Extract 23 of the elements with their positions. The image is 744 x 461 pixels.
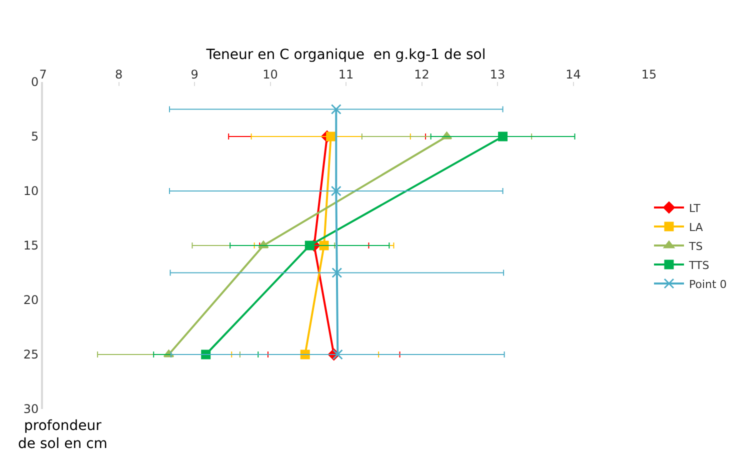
y-tick-label: 15 <box>23 238 39 253</box>
x-tick-label: 9 <box>190 68 198 82</box>
y-tick-label: 20 <box>23 293 39 308</box>
x-tick-label: 7 <box>39 68 47 82</box>
x-tick-label: 11 <box>338 68 354 82</box>
x-tick-label: 10 <box>262 68 278 82</box>
y-tick-label: 5 <box>30 130 39 144</box>
legend-label: TS <box>688 240 703 253</box>
x-tick-label: 8 <box>114 68 123 82</box>
x-tick-label: 14 <box>566 68 581 82</box>
y-tick-label: 30 <box>23 402 39 416</box>
legend-label: LA <box>689 220 704 234</box>
y-axis-title: profondeur de sol en cm <box>18 418 108 452</box>
y-tick-label: 0 <box>30 75 39 90</box>
legend-label: Point 0 <box>689 278 727 291</box>
y-tick-label: 10 <box>23 184 39 198</box>
x-tick-label: 13 <box>490 68 506 82</box>
x-tick-label: 15 <box>641 68 657 82</box>
y-tick-label: 25 <box>23 348 39 362</box>
legend-label: TTS <box>688 258 710 272</box>
x-tick-label: 12 <box>414 68 430 82</box>
x-axis-title: Teneur en C organique en g.kg-1 de sol <box>205 47 486 64</box>
legend-label: LT <box>689 202 701 215</box>
